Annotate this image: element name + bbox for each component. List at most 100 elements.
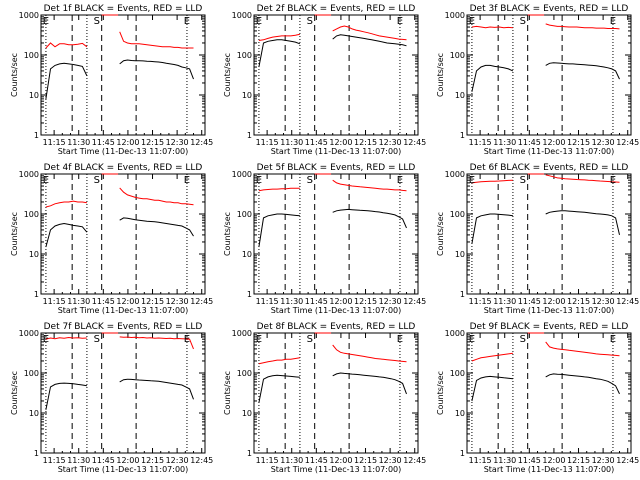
series-events-line — [545, 62, 620, 80]
panel-det-7: Det 7f BLACK = Events, RED = LLD 1 10 100 10… — [10, 322, 213, 474]
y-tick-label: 1 — [247, 131, 252, 140]
panel-title: Det 5f BLACK = Events, RED = LLD — [257, 163, 416, 173]
event-marker-label: E — [397, 334, 403, 345]
plot-frame — [40, 14, 206, 136]
series-lld-line — [258, 33, 301, 41]
y-axis-label: Counts/sec — [223, 53, 232, 97]
panel-det-8: Det 8f BLACK = Events, RED = LLD 1 10 100 10… — [223, 322, 426, 474]
x-tick-label: 11:45 — [92, 297, 115, 306]
y-tick-label: 100 — [450, 369, 465, 378]
x-tick-label: 12:30 — [166, 456, 189, 465]
series-events-line — [45, 222, 88, 248]
event-marker-label: E — [610, 175, 616, 186]
x-tick-label: 11:45 — [305, 456, 328, 465]
panel-title: Det 3f BLACK = Events, RED = LLD — [470, 4, 629, 14]
event-marker-label: E — [184, 334, 190, 345]
x-axis-label: Start Time (11-Dec-13 11:07:00) — [271, 306, 402, 315]
x-tick-label: 11:45 — [305, 297, 328, 306]
x-tick-label: 12:45 — [190, 456, 213, 465]
y-tick-label: 10 — [242, 250, 252, 259]
x-tick-label: 12:45 — [190, 297, 213, 306]
y-tick-label: 1 — [247, 290, 252, 299]
y-tick-label: 10 — [242, 409, 252, 418]
y-tick-label: 10 — [242, 91, 252, 100]
plot-frame — [40, 332, 206, 454]
x-tick-label: 12:00 — [542, 297, 565, 306]
series-events-line — [119, 59, 194, 80]
x-axis-label: Start Time (11-Dec-13 11:07:00) — [271, 465, 402, 474]
x-tick-label: 11:45 — [305, 138, 328, 147]
x-tick-label: 11:45 — [518, 297, 541, 306]
panel-det-4: Det 4f BLACK = Events, RED = LLD 1 10 100 10… — [10, 163, 213, 315]
x-axis-label: Start Time (11-Dec-13 11:07:00) — [484, 147, 615, 156]
event-marker-label: S — [520, 16, 526, 27]
y-tick-label: 1000 — [445, 11, 465, 20]
y-tick-label: 100 — [24, 210, 39, 219]
series-events-line — [258, 374, 300, 403]
series-lld-line — [258, 187, 300, 192]
x-tick-label: 12:00 — [329, 456, 352, 465]
x-tick-label: 12:00 — [329, 138, 352, 147]
y-tick-label: 1000 — [19, 170, 39, 179]
event-marker-label: S — [307, 334, 313, 345]
x-tick-label: 12:30 — [592, 456, 615, 465]
panel-det-9: Det 9f BLACK = Events, RED = LLD 1 10 100 10… — [436, 322, 639, 474]
series-events-line — [45, 62, 88, 99]
y-tick-label: 10 — [29, 250, 39, 259]
plot-frame — [253, 332, 419, 454]
series-lld-line — [119, 187, 194, 206]
y-tick-label: 1000 — [232, 11, 252, 20]
series-events-line — [119, 378, 194, 400]
y-axis-label: Counts/sec — [436, 371, 445, 415]
x-tick-label: 11:30 — [493, 456, 516, 465]
x-tick-label: 12:15 — [354, 138, 377, 147]
y-tick-label: 1 — [34, 131, 39, 140]
y-tick-label: 1000 — [445, 329, 465, 338]
x-tick-label: 11:15 — [469, 456, 492, 465]
y-axis-label: Counts/sec — [436, 53, 445, 97]
event-marker-label: E — [43, 334, 49, 345]
x-tick-label: 12:00 — [116, 138, 139, 147]
x-axis-label: Start Time (11-Dec-13 11:07:00) — [484, 306, 615, 315]
y-tick-label: 1000 — [445, 170, 465, 179]
event-marker-label: E — [610, 334, 616, 345]
panel-det-6: Det 6f BLACK = Events, RED = LLD 1 10 100 10… — [436, 163, 639, 315]
series-events-line — [45, 382, 87, 410]
event-marker-label: E — [397, 16, 403, 27]
y-tick-label: 100 — [237, 51, 252, 60]
event-marker-label: E — [397, 175, 403, 186]
x-axis-label: Start Time (11-Dec-13 11:07:00) — [58, 306, 189, 315]
event-marker-label: E — [43, 175, 49, 186]
x-tick-label: 11:30 — [67, 297, 90, 306]
event-marker-label: E — [256, 334, 262, 345]
y-axis-label: Counts/sec — [223, 212, 232, 256]
x-tick-label: 12:15 — [567, 456, 590, 465]
y-tick-label: 100 — [450, 210, 465, 219]
series-lld-line — [545, 341, 620, 357]
y-tick-label: 100 — [450, 51, 465, 60]
x-tick-label: 11:30 — [280, 297, 303, 306]
y-tick-label: 10 — [455, 250, 465, 259]
event-marker-label: E — [469, 16, 475, 27]
series-lld-line — [332, 179, 407, 192]
x-tick-label: 11:15 — [469, 297, 492, 306]
x-tick-label: 11:15 — [256, 297, 279, 306]
panel-det-3: Det 3f BLACK = Events, RED = LLD 1 10 100 10… — [436, 4, 639, 156]
y-tick-label: 1 — [460, 290, 465, 299]
x-tick-label: 12:00 — [116, 297, 139, 306]
x-tick-label: 12:15 — [141, 138, 164, 147]
y-axis-label: Counts/sec — [10, 371, 19, 415]
x-tick-label: 12:45 — [616, 456, 639, 465]
event-marker-label: S — [307, 16, 313, 27]
x-tick-label: 11:15 — [469, 138, 492, 147]
series-events-line — [545, 210, 620, 236]
x-tick-label: 11:15 — [43, 297, 66, 306]
series-lld-line — [332, 25, 407, 41]
panel-det-2: Det 2f BLACK = Events, RED = LLD 1 10 100 10… — [223, 4, 426, 156]
series-lld-line — [471, 352, 513, 362]
x-tick-label: 11:30 — [67, 456, 90, 465]
y-tick-label: 10 — [455, 409, 465, 418]
x-axis-label: Start Time (11-Dec-13 11:07:00) — [58, 465, 189, 474]
panel-title: Det 7f BLACK = Events, RED = LLD — [44, 322, 203, 332]
x-tick-label: 11:30 — [67, 138, 90, 147]
